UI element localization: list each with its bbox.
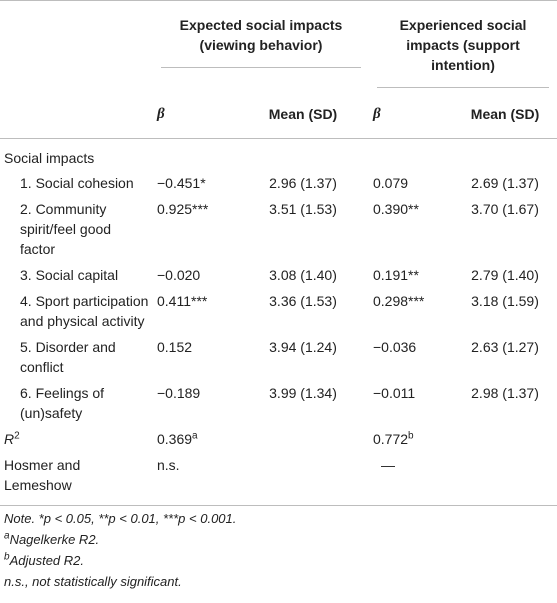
beta-experienced-value: 0.191** — [373, 267, 419, 283]
table-row: 5. Disorder and conflict 0.152 3.94 (1.2… — [0, 335, 557, 381]
mean-expected-value: 3.51 (1.53) — [269, 201, 337, 217]
empty-cell — [453, 427, 557, 453]
r2-row: R2 0.369a 0.772b — [0, 427, 557, 453]
mean-experienced-value: 2.63 (1.27) — [471, 339, 539, 355]
row-label: 3. Social capital — [20, 267, 119, 283]
hosmer-label: Hosmer and Lemeshow — [4, 457, 81, 493]
r2-expected-value: 0.369a — [157, 430, 198, 447]
beta-expected-value: −0.020 — [157, 267, 201, 283]
beta-header-experienced: β — [373, 106, 381, 122]
note-ns: n.s., not statistically significant. — [4, 574, 182, 589]
empty-subheader-cell — [0, 88, 153, 139]
mean-experienced-value: 2.79 (1.40) — [471, 267, 539, 283]
beta-experienced-value: −0.011 — [373, 385, 416, 401]
r2-label: R2 — [4, 430, 20, 447]
mean-experienced-value: 2.98 (1.37) — [471, 385, 539, 401]
empty-cell — [237, 453, 369, 506]
mean-experienced-value: 3.18 (1.59) — [471, 293, 539, 309]
mean-experienced-value: 2.69 (1.37) — [471, 175, 539, 191]
group-header-row: Expected social impacts (viewing behavio… — [0, 0, 557, 89]
table-notes: Note. *p < 0.05, **p < 0.01, ***p < 0.00… — [4, 508, 554, 592]
note-nagelkerke: aNagelkerke R2. — [4, 530, 100, 547]
social-impacts-table: Expected social impacts (viewing behavio… — [0, 0, 557, 506]
beta-expected-value: −0.189 — [157, 385, 201, 401]
empty-cell — [453, 453, 557, 506]
row-label: 1. Social cohesion — [20, 175, 134, 191]
row-label: 2. Community spirit/feel good factor — [20, 201, 112, 257]
beta-header-expected: β — [157, 106, 165, 122]
beta-experienced-value: −0.036 — [373, 339, 417, 355]
table-row: 3. Social capital −0.020 3.08 (1.40) 0.1… — [0, 263, 557, 289]
empty-cell — [237, 427, 369, 453]
row-label: 4. Sport participation and physical acti… — [20, 293, 149, 329]
hosmer-expected-value: n.s. — [157, 457, 180, 473]
mean-experienced-value: 3.70 (1.67) — [471, 201, 539, 217]
section-row: Social impacts — [0, 139, 557, 172]
hosmer-experienced-value: — — [381, 457, 395, 473]
note-significance: Note. *p < 0.05, **p < 0.01, ***p < 0.00… — [4, 511, 237, 526]
mean-expected-value: 3.94 (1.24) — [269, 339, 337, 355]
r2-experienced-value: 0.772b — [373, 430, 414, 447]
beta-experienced-value: 0.079 — [373, 175, 409, 191]
mean-expected-value: 2.96 (1.37) — [269, 175, 337, 191]
table-row: 4. Sport participation and physical acti… — [0, 289, 557, 335]
table-row: 2. Community spirit/feel good factor 0.9… — [0, 197, 557, 263]
table-row: 1. Social cohesion −0.451* 2.96 (1.37) 0… — [0, 171, 557, 197]
note-adjusted: bAdjusted R2. — [4, 551, 84, 568]
mean-sd-header-expected: Mean (SD) — [268, 106, 338, 122]
beta-expected-value: −0.451* — [157, 175, 206, 191]
row-label: 6. Feelings of (un)safety — [20, 385, 105, 421]
beta-expected-value: 0.925*** — [157, 201, 209, 217]
beta-experienced-value: 0.298*** — [373, 293, 425, 309]
hosmer-row: Hosmer and Lemeshow n.s. — — [0, 453, 557, 506]
row-label: 5. Disorder and conflict — [20, 339, 116, 375]
mean-expected-value: 3.36 (1.53) — [269, 293, 337, 309]
mean-expected-value: 3.99 (1.34) — [269, 385, 337, 401]
expected-impacts-header: Expected social impacts (viewing behavio… — [153, 1, 369, 89]
empty-header-cell — [0, 1, 153, 89]
sub-header-row: β Mean (SD) β Mean (SD) — [0, 88, 557, 139]
beta-experienced-value: 0.390** — [373, 201, 419, 217]
beta-expected-value: 0.152 — [157, 339, 193, 355]
experienced-impacts-header: Experienced social impacts (support inte… — [369, 1, 557, 88]
beta-expected-value: 0.411*** — [157, 293, 208, 309]
mean-expected-value: 3.08 (1.40) — [269, 267, 337, 283]
table-row: 6. Feelings of (un)safety −0.189 3.99 (1… — [0, 381, 557, 427]
mean-sd-header-experienced: Mean (SD) — [470, 106, 540, 122]
section-label: Social impacts — [4, 150, 95, 166]
